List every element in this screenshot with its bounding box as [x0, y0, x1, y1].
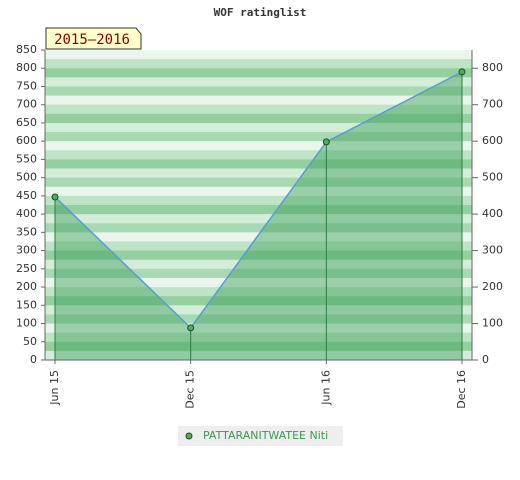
- stripe: [45, 159, 472, 170]
- x-tick-label: Jun 15: [48, 370, 61, 406]
- y-tick-label: 700: [16, 98, 37, 111]
- stripe: [45, 122, 472, 133]
- stripe: [45, 59, 472, 69]
- stripe: [45, 250, 472, 261]
- stripe: [45, 241, 472, 252]
- legend-marker: [185, 432, 193, 440]
- stripe: [45, 86, 472, 97]
- plot-background: [45, 50, 472, 361]
- stripe: [45, 350, 472, 361]
- stripe: [45, 305, 472, 315]
- annotation: 2015–2016: [54, 32, 130, 48]
- stripe: [45, 205, 472, 215]
- stripe: [45, 168, 472, 179]
- stripe: [45, 95, 472, 106]
- y2-tick-label: 100: [482, 317, 503, 330]
- chart-title: WOF ratinglist: [214, 6, 307, 19]
- y2-tick-label: 500: [482, 171, 503, 184]
- stripe: [45, 277, 472, 288]
- y-tick-label: 600: [16, 134, 37, 147]
- stripe: [45, 268, 472, 279]
- x-tick-label: Dec 16: [455, 370, 468, 409]
- area: [55, 71, 462, 360]
- y2-tick-label: 600: [482, 134, 503, 147]
- stripe: [45, 177, 472, 188]
- stripe: [45, 186, 472, 197]
- stripe: [45, 314, 472, 325]
- marker: [51, 193, 59, 201]
- y-tick-label: 50: [23, 335, 37, 348]
- stripe: [45, 296, 472, 306]
- stripe: [45, 323, 472, 334]
- stripe: [45, 195, 472, 206]
- y2-tick-label: 300: [482, 244, 503, 257]
- y-tick-label: 550: [16, 152, 37, 165]
- marker: [322, 138, 330, 146]
- y-tick-label: 850: [16, 43, 37, 56]
- x-tick-label: Jun 16: [319, 370, 332, 406]
- y2-tick-label: 700: [482, 98, 503, 111]
- y-tick-label: 400: [16, 207, 37, 220]
- stripe: [45, 132, 472, 142]
- y-tick-label: 150: [16, 298, 37, 311]
- y-tick-label: 200: [16, 280, 37, 293]
- y-tick-label: 250: [16, 262, 37, 275]
- stripe: [45, 77, 472, 87]
- stripe: [45, 341, 472, 352]
- y-tick-label: 350: [16, 225, 37, 238]
- y-tick-label: 800: [16, 61, 37, 74]
- y-tick-label: 750: [16, 79, 37, 92]
- annotation-box: [45, 27, 142, 50]
- stripe: [45, 259, 472, 270]
- stripe: [45, 141, 472, 151]
- stripe: [45, 214, 472, 224]
- y-tick-label: 0: [30, 353, 37, 366]
- x-tick-label: Dec 15: [184, 370, 197, 409]
- y2-tick-label: 200: [482, 280, 503, 293]
- y-tick-label: 100: [16, 317, 37, 330]
- stripe: [45, 150, 472, 160]
- stripe: [45, 113, 472, 124]
- y-tick-label: 450: [16, 189, 37, 202]
- line: [54, 71, 463, 330]
- y-tick-label: 500: [16, 171, 37, 184]
- legend-label: PATTARANITWATEE Niti: [203, 429, 328, 442]
- stripe: [45, 223, 472, 233]
- stripe: [45, 50, 472, 60]
- stripe: [45, 68, 472, 78]
- stripe: [45, 287, 472, 297]
- stripe: [45, 232, 472, 242]
- marker: [187, 324, 195, 332]
- y-tick-label: 650: [16, 116, 37, 129]
- y2-tick-label: 400: [482, 207, 503, 220]
- y2-tick-label: 800: [482, 61, 503, 74]
- stripe: [45, 332, 472, 343]
- stripe: [45, 104, 472, 115]
- legend-box: [178, 426, 343, 446]
- y-tick-label: 300: [16, 244, 37, 257]
- y2-tick-label: 0: [482, 353, 489, 366]
- marker: [458, 68, 466, 76]
